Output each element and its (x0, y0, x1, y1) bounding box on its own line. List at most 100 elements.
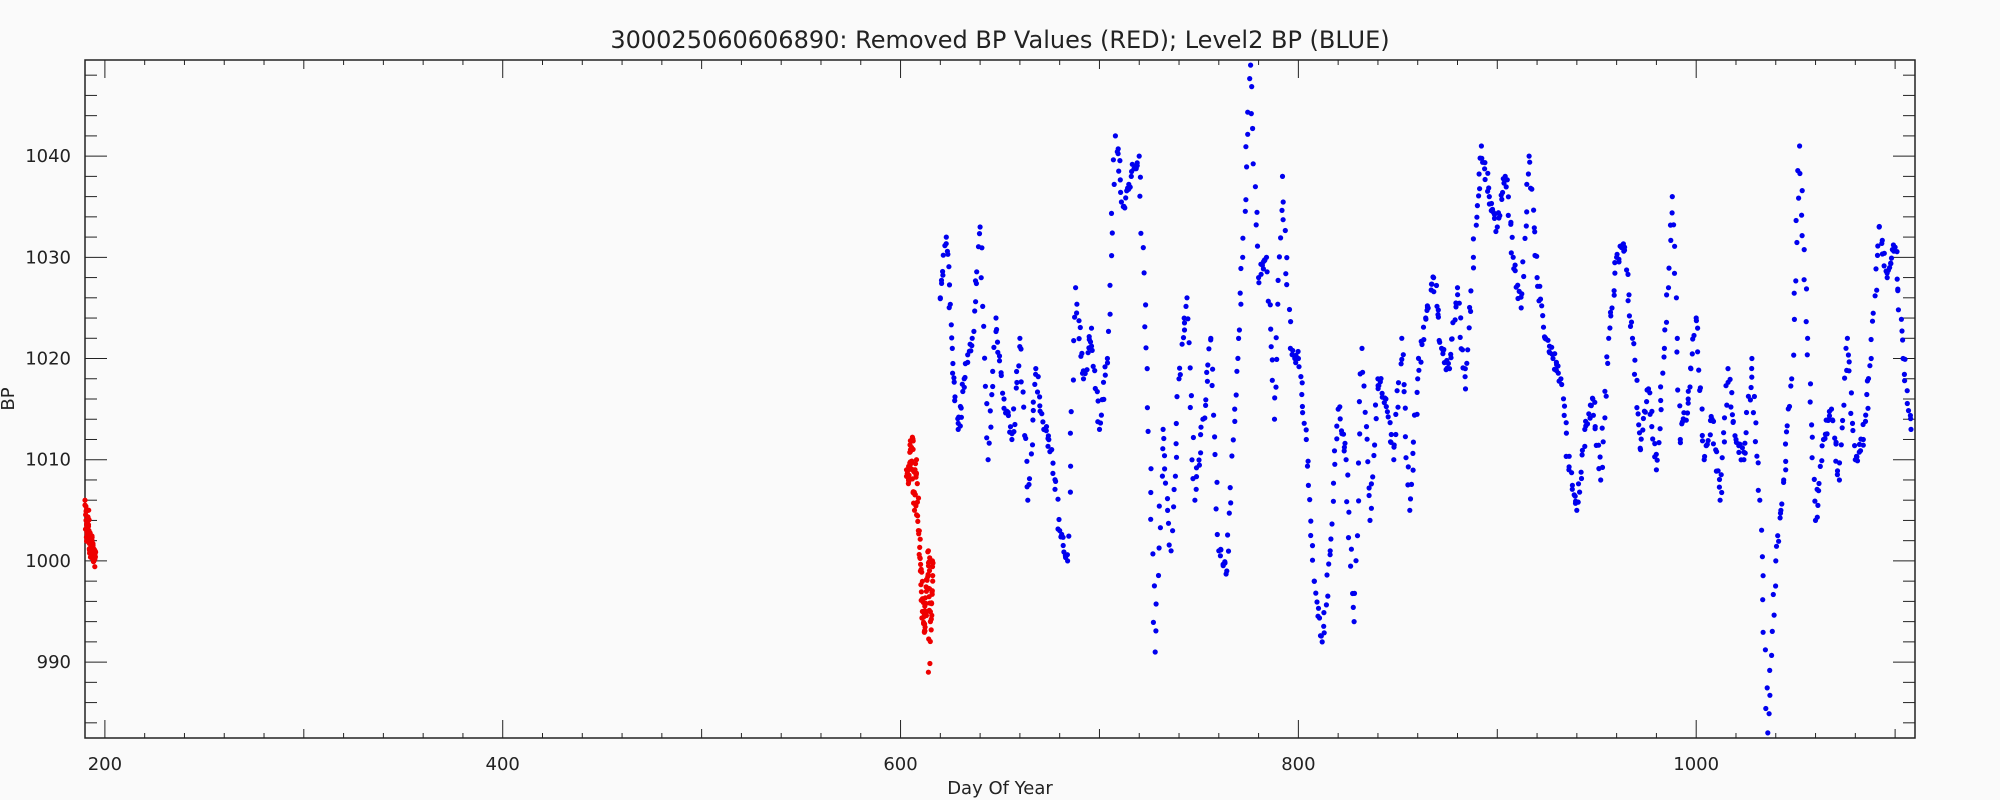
data-point (1879, 237, 1885, 243)
data-point (1482, 176, 1488, 183)
data-point (1011, 406, 1017, 412)
data-point (1303, 436, 1309, 443)
data-point (1164, 496, 1171, 502)
data-point (1560, 396, 1567, 402)
data-point (1621, 247, 1628, 253)
data-point (1143, 302, 1149, 308)
data-point (1759, 554, 1765, 560)
data-point (1348, 546, 1354, 552)
data-point (1204, 378, 1210, 384)
data-point (1037, 394, 1043, 400)
data-point (1109, 230, 1115, 236)
data-point (1238, 265, 1244, 272)
data-point (1067, 430, 1073, 436)
data-point (1636, 422, 1642, 428)
data-point (1346, 509, 1352, 515)
data-point (1499, 196, 1505, 202)
data-point (1809, 434, 1815, 440)
data-point (1026, 476, 1033, 482)
data-point (1685, 400, 1691, 406)
data-point (1144, 405, 1150, 411)
data-point (1501, 180, 1507, 186)
data-point (1080, 376, 1087, 382)
data-point (1274, 356, 1280, 362)
data-point (1254, 243, 1261, 249)
data-point (1408, 481, 1415, 487)
data-point (1862, 418, 1869, 424)
data-point (1848, 390, 1854, 396)
data-point (1884, 275, 1890, 281)
data-point (1325, 593, 1331, 599)
data-point (1414, 389, 1420, 395)
data-point (1895, 286, 1901, 292)
data-point (1309, 543, 1316, 549)
data-point (1894, 276, 1900, 282)
data-point (1611, 288, 1617, 294)
data-point (1229, 453, 1235, 459)
data-point (977, 224, 983, 230)
data-point (1797, 170, 1803, 177)
data-point (1305, 458, 1311, 464)
data-point (1520, 259, 1526, 265)
data-point (1465, 347, 1471, 353)
data-point (1902, 378, 1908, 384)
data-point (1569, 486, 1575, 492)
data-point (1401, 389, 1407, 395)
data-point (1232, 418, 1238, 424)
data-point (1766, 711, 1772, 717)
data-point (1793, 217, 1799, 224)
data-point (912, 461, 919, 467)
data-point (1669, 210, 1675, 216)
data-point (950, 360, 956, 367)
data-point (1112, 133, 1118, 139)
data-point (982, 383, 989, 389)
data-point (1155, 572, 1162, 579)
data-point (1611, 292, 1617, 298)
data-point (1202, 415, 1208, 421)
data-point (1213, 506, 1219, 512)
data-point (1070, 377, 1076, 383)
data-point (1578, 475, 1585, 482)
data-point (1791, 352, 1797, 358)
y-tick-label: 1030 (25, 247, 71, 268)
data-point (1453, 304, 1459, 310)
data-point (981, 323, 987, 329)
data-point (1074, 310, 1080, 316)
data-point (1018, 379, 1024, 385)
data-point (1021, 404, 1027, 410)
data-point (1730, 419, 1736, 425)
data-point (1898, 316, 1904, 322)
data-point (1233, 392, 1239, 398)
data-point (1803, 286, 1810, 292)
data-point (1845, 352, 1851, 358)
data-point (1791, 290, 1797, 296)
data-point (1110, 157, 1116, 163)
data-point (1177, 365, 1183, 371)
data-point (919, 578, 926, 584)
data-point (1606, 335, 1612, 341)
data-point (1474, 214, 1480, 220)
data-point (1269, 377, 1275, 383)
data-point (1479, 155, 1485, 161)
data-point (1773, 543, 1780, 549)
data-point (1399, 335, 1405, 341)
data-point (1156, 545, 1162, 551)
data-point (1150, 619, 1156, 626)
data-point (1505, 194, 1511, 200)
data-point (1892, 244, 1898, 250)
data-point (1410, 467, 1416, 473)
data-point (1634, 377, 1640, 383)
data-point (1109, 253, 1115, 259)
data-point (1192, 497, 1198, 503)
data-point (1644, 399, 1650, 405)
data-point (1140, 245, 1146, 251)
data-point (1537, 296, 1544, 302)
data-point (918, 561, 924, 568)
data-point (1053, 478, 1059, 484)
data-point (1575, 499, 1581, 505)
data-point (1237, 290, 1243, 296)
data-point (1586, 411, 1592, 417)
data-point (1253, 222, 1259, 228)
data-point (1561, 412, 1567, 418)
data-point (984, 435, 990, 441)
